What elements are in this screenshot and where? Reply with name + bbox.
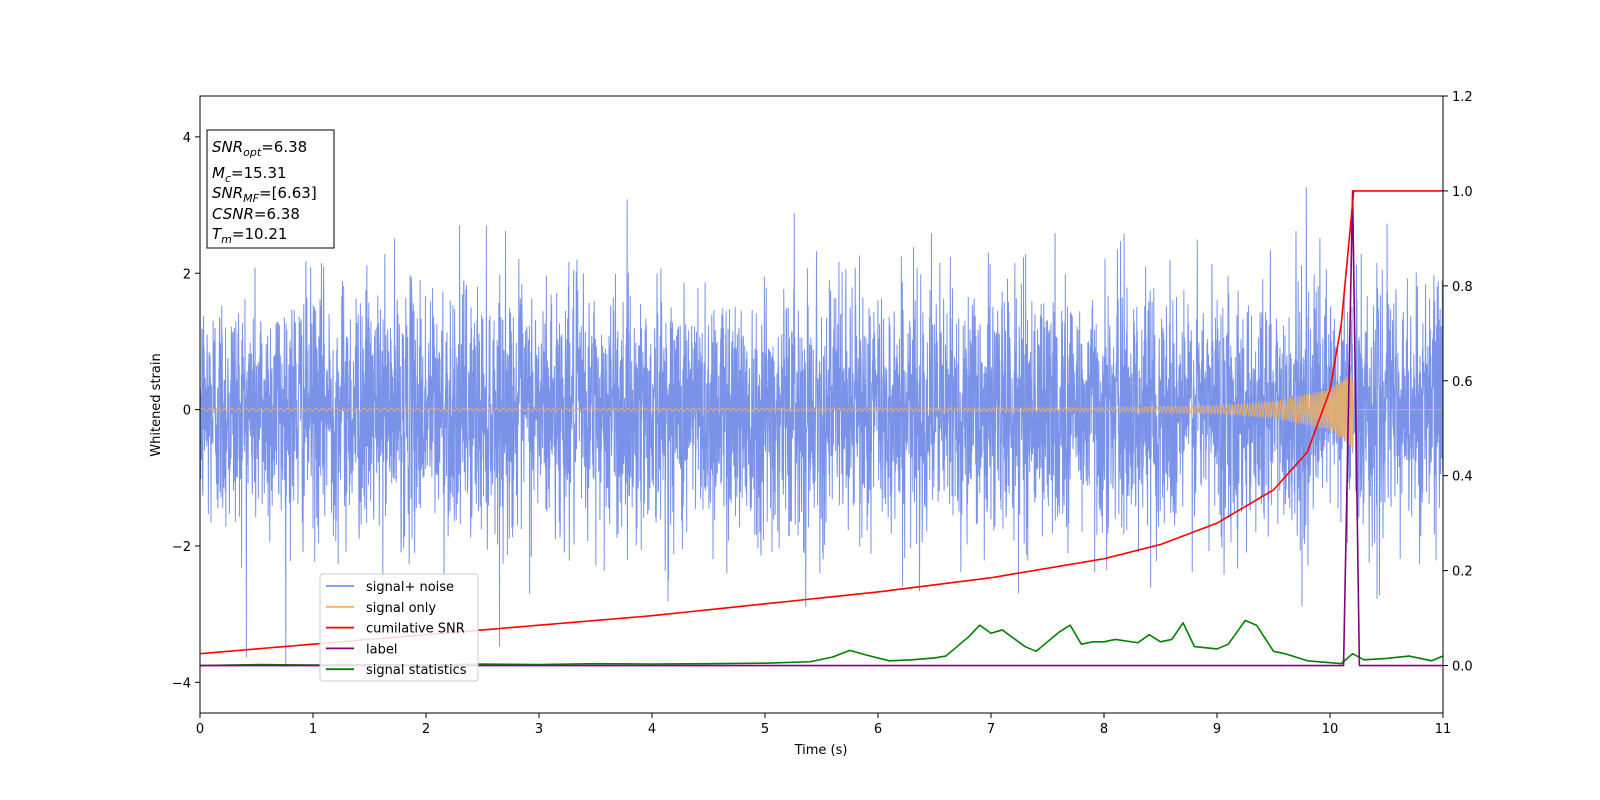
- info-line: Tm=10.21: [212, 225, 287, 246]
- legend: signal+ noise signal only cumilative SNR la…: [319, 573, 479, 682]
- y2-tick-label: 0.4: [1452, 470, 1473, 485]
- y2-tick-label: 0.6: [1452, 375, 1473, 390]
- x-tick-label: 7: [987, 722, 995, 737]
- series-cumulative-snr: [199, 190, 1443, 655]
- x-tick-label: 8: [1100, 722, 1108, 737]
- x-tick-label: 3: [535, 722, 543, 737]
- y-axis-right: 0.0 0.2 0.4 0.6 0.8 1.0 1.2: [1443, 90, 1473, 675]
- y-tick-label: 4: [183, 131, 191, 146]
- x-axis: 0 1 2 3 4 5 6 7 8 9 10 11: [196, 713, 1451, 737]
- series-label: [200, 190, 1443, 667]
- y2-tick-label: 0.0: [1452, 660, 1473, 675]
- legend-frame: [319, 573, 479, 682]
- y2-tick-label: 1.0: [1452, 185, 1473, 200]
- info-line: SNRopt=6.38: [212, 138, 307, 159]
- x-tick-label: 5: [761, 722, 769, 737]
- x-tick-label: 9: [1213, 722, 1221, 737]
- x-axis-title: Time (s): [794, 743, 848, 758]
- y2-tick-label: 0.8: [1452, 280, 1473, 295]
- legend-label: signal statistics: [366, 663, 467, 678]
- x-tick-label: 2: [422, 722, 430, 737]
- plot-frame: [199, 95, 1444, 714]
- legend-label: signal only: [366, 601, 436, 616]
- plot-lines: [199, 187, 1444, 667]
- y-axis-title: Whitened strain: [149, 353, 164, 456]
- y-axis-left: −4 −2 0 2 4: [172, 131, 200, 691]
- legend-label: label: [366, 642, 397, 657]
- y-tick-label: 0: [183, 404, 191, 419]
- x-tick-label: 4: [648, 722, 656, 737]
- info-line: Mc=15.31: [212, 164, 287, 185]
- y-tick-label: −4: [172, 676, 191, 691]
- legend-label: cumilative SNR: [366, 622, 465, 637]
- info-line: CSNR=6.38: [212, 205, 300, 223]
- x-tick-label: 0: [196, 722, 204, 737]
- series-signal-only: [199, 371, 1443, 450]
- series-signal-noise: [199, 187, 1444, 667]
- x-tick-label: 11: [1435, 722, 1452, 737]
- y-tick-label: 2: [183, 267, 191, 282]
- info-line: SNRMF=[6.63]: [212, 184, 317, 205]
- y-tick-label: −2: [172, 540, 191, 555]
- info-box: SNRopt=6.38 Mc=15.31SNRMF=[6.63]CSNR=6.38…: [206, 129, 335, 249]
- x-tick-label: 6: [874, 722, 882, 737]
- y2-tick-label: 1.2: [1452, 90, 1473, 105]
- legend-label: signal+ noise: [366, 580, 454, 595]
- y2-tick-label: 0.2: [1452, 565, 1473, 580]
- info-box-frame: [206, 129, 335, 249]
- series-signal-statistics: [199, 619, 1444, 667]
- x-tick-label: 10: [1322, 722, 1339, 737]
- x-tick-label: 1: [309, 722, 317, 737]
